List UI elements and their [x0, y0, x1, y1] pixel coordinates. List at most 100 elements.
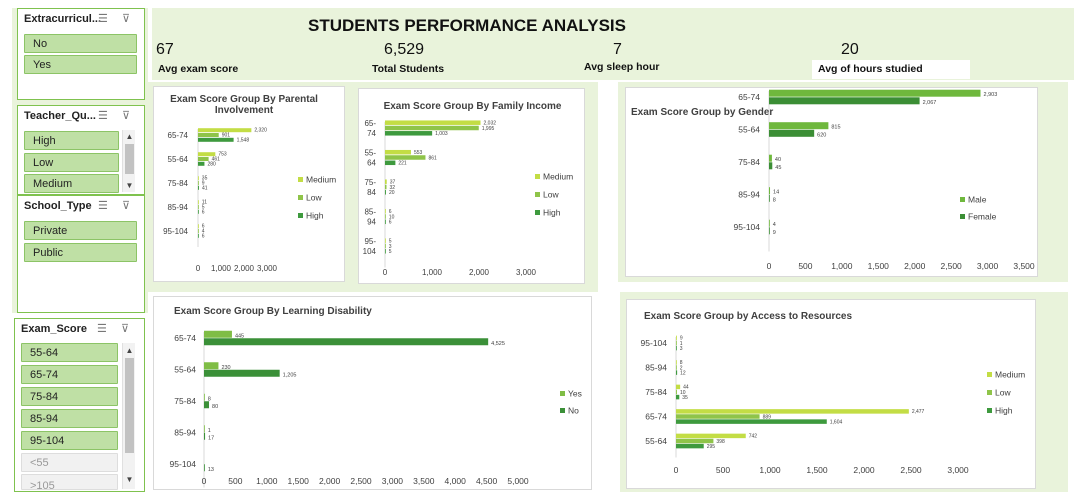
category-label: 94: [367, 218, 376, 227]
slicer-item-over-105[interactable]: >105: [21, 474, 118, 490]
clear-filter-icon[interactable]: ⊽: [122, 13, 131, 25]
slicer-item-low[interactable]: Low: [24, 153, 119, 172]
bar-high: [385, 131, 433, 136]
data-label: 2,067: [923, 100, 937, 106]
bar-high: [385, 160, 396, 166]
bar-male: [769, 219, 770, 227]
bar-high: [676, 419, 827, 424]
scroll-thumb[interactable]: [125, 144, 134, 174]
clear-filter-icon[interactable]: ⊽: [122, 110, 131, 122]
data-label: 815: [831, 125, 840, 131]
tick-label: 2,000: [234, 264, 255, 273]
slicer-item-public[interactable]: Public: [24, 243, 137, 262]
category-label: 55-: [364, 149, 376, 158]
chart-card-gender: Exam Score Group by Gender 65-74 2,903 2,0…: [625, 87, 1038, 277]
multi-select-icon[interactable]: ☰: [97, 323, 107, 335]
scroll-up-icon[interactable]: ▲: [125, 346, 134, 355]
data-label: 1: [208, 428, 211, 434]
bar-medium: [385, 149, 411, 155]
category-label: 65-74: [738, 92, 760, 102]
multi-select-icon[interactable]: ☰: [98, 13, 108, 25]
category-label: 104: [363, 247, 377, 256]
slicer-extracurricular: Extracurricul... ☰ ⊽ No Yes: [17, 8, 145, 100]
data-label: 5: [202, 205, 205, 211]
chart-title: Exam Score Group By Family Income: [383, 101, 562, 112]
data-label: 4,525: [491, 341, 505, 347]
legend-label-low: Low: [306, 193, 322, 203]
bar-no: [204, 401, 210, 409]
data-label: 20: [389, 190, 395, 196]
legend-swatch-low: [987, 390, 992, 395]
slicer-item-55-64[interactable]: 55-64: [21, 343, 118, 362]
multi-select-icon[interactable]: ☰: [98, 200, 108, 212]
bar-medium: [198, 128, 252, 133]
scroll-down-icon[interactable]: ▼: [125, 475, 134, 484]
tick-label: 1,000: [759, 465, 781, 475]
tick-label: 1,000: [211, 264, 232, 273]
bar-medium: [385, 238, 386, 243]
bar-male: [769, 154, 772, 162]
category-label: 85-94: [174, 428, 196, 438]
bar-yes: [204, 362, 219, 370]
data-label: 398: [716, 439, 725, 445]
bar-yes: [204, 393, 205, 401]
slicer-item-75-84[interactable]: 75-84: [21, 387, 118, 406]
slicer-title: Teacher_Qu...: [24, 110, 96, 122]
slicer-scrollbar[interactable]: ▲ ▼: [122, 130, 135, 192]
slicer-item-private[interactable]: Private: [24, 221, 137, 240]
category-label: 75-84: [168, 179, 189, 188]
data-label: 3: [680, 346, 683, 352]
slicer-item-high[interactable]: High: [24, 131, 119, 150]
data-label: 295: [707, 444, 716, 450]
bar-medium: [198, 152, 216, 157]
clear-filter-icon[interactable]: ⊽: [122, 200, 131, 212]
tick-label: 1,000: [831, 261, 853, 271]
data-label: 1,003: [435, 131, 448, 137]
slicer-item-no[interactable]: No: [24, 34, 137, 53]
data-label: 41: [202, 185, 208, 191]
bar-low: [676, 389, 677, 395]
slicer-item-85-94[interactable]: 85-94: [21, 409, 118, 428]
category-label: 65-74: [168, 131, 189, 140]
bar-yes: [204, 425, 205, 433]
bar-male: [769, 89, 981, 97]
data-label: 461: [212, 157, 221, 163]
kpi-avg-exam-score-value: 67: [156, 41, 174, 58]
kpi-avg-exam-score-label: Avg exam score: [158, 63, 239, 75]
data-label: 3: [389, 244, 392, 250]
data-label: 40: [775, 157, 781, 163]
slicer-item-medium[interactable]: Medium: [24, 174, 119, 193]
multi-select-icon[interactable]: ☰: [98, 110, 108, 122]
bar-high: [198, 209, 199, 214]
data-label: 221: [398, 161, 407, 167]
slicer-scrollbar[interactable]: ▲ ▼: [122, 343, 135, 489]
legend-label-medium: Medium: [306, 175, 336, 185]
chart-card-parental: Exam Score Group By Parental Involvement…: [153, 86, 345, 282]
category-label: 95-: [364, 237, 376, 246]
data-label: 4: [773, 222, 776, 228]
bar-high: [676, 443, 704, 449]
tick-label: 1,000: [422, 268, 443, 277]
bar-low: [198, 133, 219, 137]
clear-filter-icon[interactable]: ⊽: [121, 323, 130, 335]
scroll-down-icon[interactable]: ▼: [125, 181, 134, 190]
slicer-item-95-104[interactable]: 95-104: [21, 431, 118, 450]
page-title: STUDENTS PERFORMANCE ANALYSIS: [308, 16, 626, 35]
tick-label: 500: [716, 465, 730, 475]
tick-label: 1,500: [806, 465, 828, 475]
legend-label-low: Low: [543, 190, 559, 200]
tick-label: 3,000: [382, 476, 404, 486]
legend-label-female: Female: [968, 212, 997, 222]
data-label: 620: [817, 132, 826, 138]
data-label: 1,995: [482, 126, 495, 132]
slicer-item-yes[interactable]: Yes: [24, 55, 137, 74]
scroll-thumb[interactable]: [125, 358, 134, 453]
tick-label: 3,000: [257, 264, 278, 273]
scroll-up-icon[interactable]: ▲: [125, 132, 134, 141]
chart-learning-disability: 65-74 445 4,525 55-64 230 1,205 75-84 880 85-94 1…: [170, 330, 582, 488]
slicer-item-65-74[interactable]: 65-74: [21, 365, 118, 384]
data-label: 1: [680, 341, 683, 347]
legend-swatch-male: [960, 197, 965, 202]
kpi-avg-sleep-label: Avg sleep hour: [584, 61, 660, 73]
slicer-item-under-55[interactable]: <55: [21, 453, 118, 472]
